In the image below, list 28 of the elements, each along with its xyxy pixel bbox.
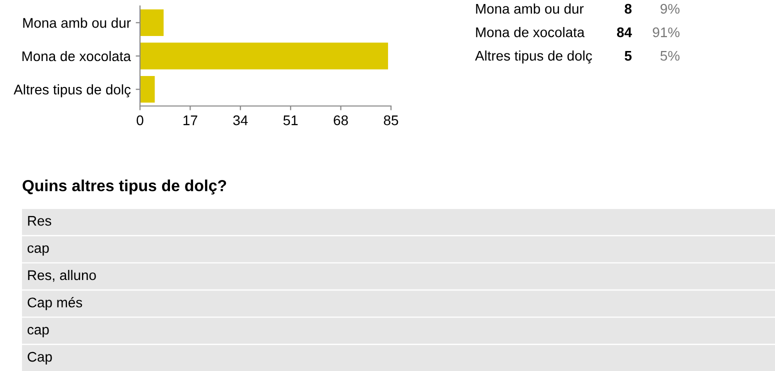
x-tick-label: 51 <box>283 116 298 126</box>
y-tick-label: Mona de xocolata <box>22 50 131 62</box>
y-tick-label: Altres tipus de dolç <box>14 84 131 98</box>
text: Cap <box>28 352 52 364</box>
bar <box>140 42 388 70</box>
x-tick-label: 85 <box>384 115 398 126</box>
y-tick-label: Mona amb ou dur <box>23 18 131 28</box>
text: 84 <box>616 27 632 38</box>
text: Res, alluno <box>28 270 96 282</box>
text: 5 <box>624 51 632 61</box>
x-tick-label: 17 <box>184 116 198 126</box>
text: Res <box>28 216 52 226</box>
x-tick-label: 0 <box>136 115 144 126</box>
text: cap <box>28 326 49 338</box>
text: 5% <box>660 50 680 61</box>
bar <box>140 76 155 103</box>
text: Cap més <box>28 297 82 310</box>
text: cap <box>28 245 49 256</box>
text: Mona amb ou dur <box>476 4 584 14</box>
text: 9% <box>660 4 680 14</box>
text: Quins altres tipus de dolç? <box>22 180 226 194</box>
x-tick-label: 68 <box>334 115 348 126</box>
text: 8 <box>624 4 632 14</box>
text: Mona de xocolata <box>476 27 585 38</box>
x-tick-label: 34 <box>233 115 248 126</box>
text: Altres tipus de dolç <box>475 50 592 64</box>
bar <box>140 9 164 36</box>
text: 91% <box>652 27 680 38</box>
